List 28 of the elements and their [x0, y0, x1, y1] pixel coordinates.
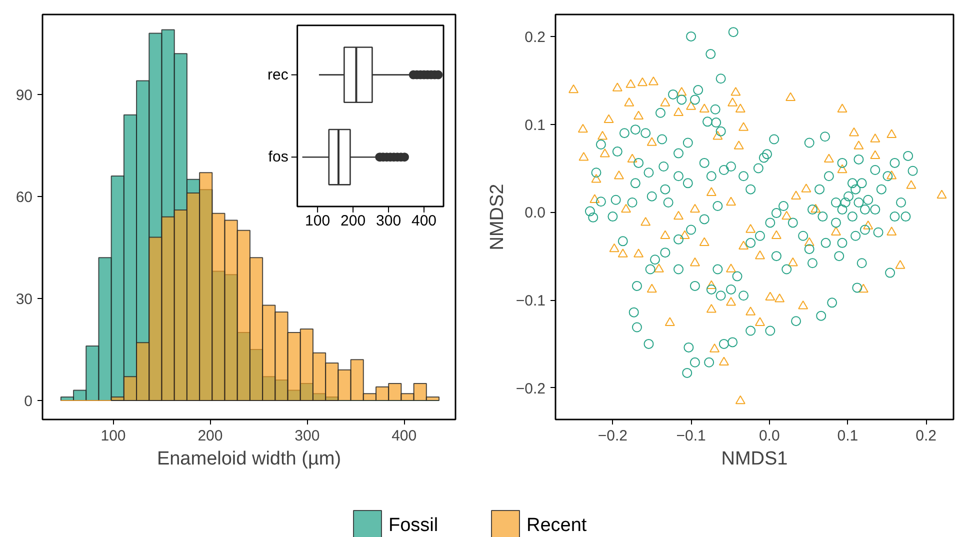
y-tick-label: 60	[16, 188, 33, 206]
legend-label: Recent	[526, 515, 588, 536]
y-tick-label: 30	[16, 290, 33, 308]
y-tick-label: 90	[16, 86, 33, 104]
x-axis-title: Enameloid width (µm)	[156, 448, 342, 470]
y-tick-label: rec	[267, 66, 289, 84]
x-tick-label: 400	[411, 212, 437, 230]
y-axis-title: NMDS2	[486, 184, 508, 250]
x-tick-label: 300	[376, 212, 402, 230]
y-tick-label: −0.2	[516, 380, 546, 398]
x-tick-label: 200	[340, 212, 366, 230]
x-tick-label: 400	[392, 428, 417, 444]
x-tick-label: −0.1	[676, 428, 706, 444]
x-tick-label: 0.1	[837, 428, 858, 444]
y-tick-label: 0	[24, 392, 32, 410]
x-tick-label: 200	[198, 428, 223, 444]
y-tick-label: 0.1	[524, 116, 546, 134]
y-tick-label: −0.1	[516, 292, 546, 310]
x-tick-label: −0.2	[598, 428, 628, 444]
legend-label: Fossil	[388, 515, 438, 536]
x-tick-label: 300	[294, 428, 320, 444]
y-tick-label: fos	[268, 148, 288, 166]
x-tick-label: 0.0	[758, 428, 780, 444]
x-tick-label: 100	[100, 428, 126, 444]
x-axis-title: NMDS1	[721, 448, 788, 470]
x-tick-label: 100	[305, 212, 330, 230]
x-tick-label: 0.2	[916, 428, 937, 444]
y-tick-label: 0.2	[524, 28, 546, 46]
